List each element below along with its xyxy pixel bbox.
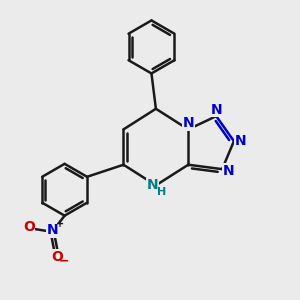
Text: N: N (182, 116, 194, 130)
Text: N: N (223, 164, 234, 178)
Text: +: + (56, 219, 64, 229)
Text: H: H (157, 187, 166, 197)
Text: N: N (147, 178, 159, 192)
Text: O: O (51, 250, 63, 264)
Text: N: N (210, 103, 222, 117)
Text: O: O (23, 220, 34, 234)
Text: −: − (59, 255, 69, 268)
Text: N: N (235, 134, 246, 148)
Text: N: N (46, 224, 58, 237)
